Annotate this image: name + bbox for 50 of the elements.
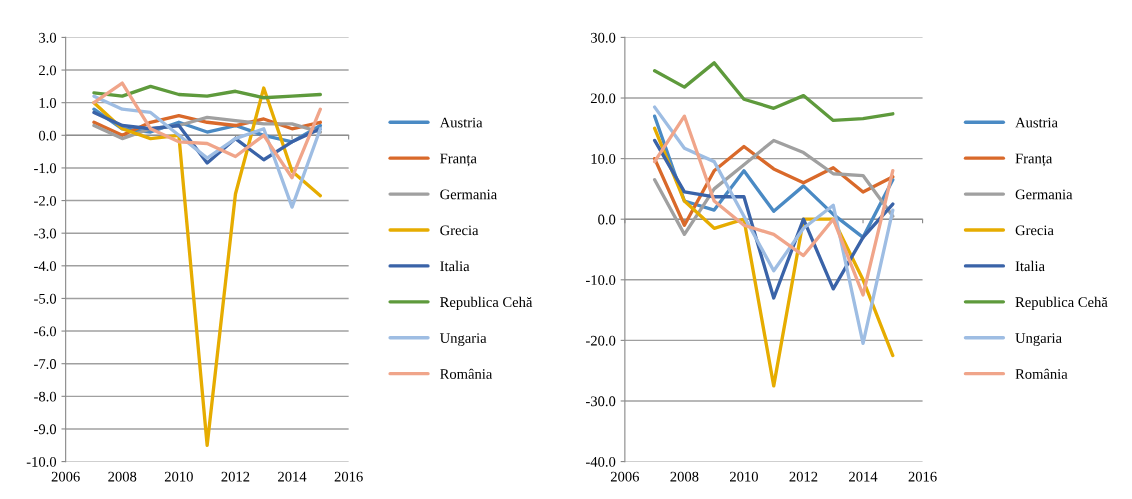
legend-label: Germania (440, 189, 497, 200)
y-tick-label: 30.0 (591, 32, 616, 43)
y-tick-label: -5.0 (34, 293, 57, 304)
y-tick-label: -4.0 (34, 261, 57, 272)
x-tick-label: 2008 (108, 471, 137, 482)
x-tick-label: 2006 (51, 471, 80, 482)
y-tick-label: -10.0 (26, 456, 57, 467)
y-tick-label: 0.0 (38, 130, 57, 141)
y-tick-label: 1.0 (39, 98, 57, 108)
legend-label: Grecia (440, 225, 479, 236)
legend-label: Ungaria (1015, 333, 1062, 346)
legend-label: Republica Cehă (1015, 296, 1108, 311)
y-tick-label: -40.0 (586, 456, 616, 467)
x-tick-label: 2012 (789, 471, 818, 482)
legend-label: Italia (440, 260, 470, 272)
y-tick-label: -9.0 (34, 424, 57, 435)
x-tick-label: 2006 (610, 471, 640, 482)
y-tick-label: -7.0 (34, 359, 57, 369)
x-tick-label: 2014 (849, 471, 878, 482)
x-tick-label: 2014 (278, 471, 307, 482)
x-tick-label: 2016 (334, 471, 363, 482)
legend-label: Germania (1015, 189, 1073, 200)
legend-label: România (1015, 368, 1068, 379)
y-tick-label: 2.0 (39, 65, 57, 76)
x-tick-label: 2008 (670, 471, 699, 482)
y-tick-label: 20.0 (590, 93, 616, 104)
y-tick-label: -20.0 (586, 335, 616, 346)
legend-label: Grecia (1015, 225, 1054, 236)
x-tick-label: 2010 (730, 471, 758, 482)
legend-label: Austria (1015, 117, 1058, 128)
y-tick-label: 10.0 (591, 153, 616, 164)
legend-label: Austria (439, 117, 483, 128)
legend-label: Franța (440, 153, 477, 167)
y-tick-label: -2.0 (34, 195, 57, 206)
legend-label: Italia (1015, 260, 1045, 272)
x-tick-label: 2012 (221, 471, 250, 482)
x-tick-label: 2016 (908, 471, 937, 482)
legend-label: Franța (1015, 153, 1053, 167)
legend-label: România (440, 368, 493, 379)
y-tick-label: -30.0 (586, 396, 616, 407)
y-tick-label: 3.0 (39, 32, 57, 43)
y-tick-label: -1.0 (34, 163, 57, 174)
y-tick-label: 0.0 (598, 214, 616, 225)
x-tick-label: 2010 (164, 471, 193, 482)
y-tick-label: -8.0 (34, 391, 57, 402)
legend-label: Republica Cehă (440, 296, 533, 311)
legend-label: Ungaria (439, 333, 487, 346)
y-tick-label: -10.0 (586, 275, 616, 286)
y-tick-label: -3.0 (34, 228, 57, 239)
y-tick-label: -6.0 (34, 326, 57, 337)
